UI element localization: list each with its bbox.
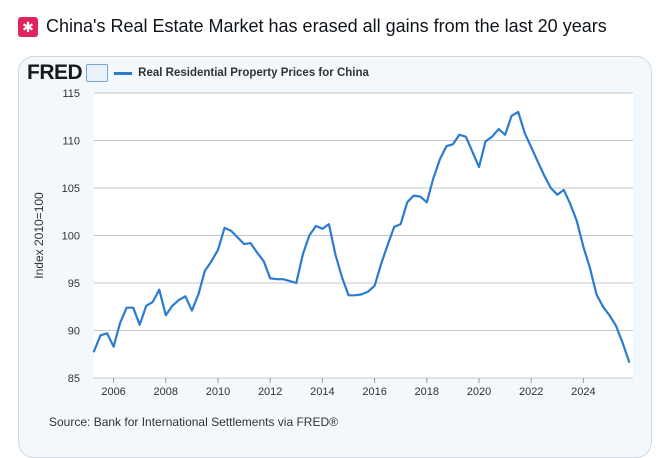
x-tick-label: 2014: [310, 386, 334, 398]
x-tick-label: 2024: [571, 386, 595, 398]
y-axis-label: Index 2010=100: [32, 192, 46, 279]
x-tick-label: 2006: [101, 386, 125, 398]
legend-label: Real Residential Property Prices for Chi…: [138, 67, 369, 79]
x-tick-label: 2022: [519, 386, 543, 398]
siren-icon: ✱: [18, 16, 38, 37]
y-tick-label: 90: [68, 326, 80, 338]
fred-chart-card[interactable]: FRED Real Residential Property Prices fo…: [18, 56, 652, 458]
line-chart: 85 90 95 100 105 110 115 2006 2008 2010 2012 2014 20…: [32, 88, 633, 398]
legend-line-swatch: [114, 71, 133, 75]
source-text: Source: Bank for International Settlemen…: [49, 415, 338, 429]
x-tick-label: 2010: [206, 386, 230, 398]
x-tick-label: 2018: [415, 386, 439, 398]
headline-text: China's Real Estate Market has erased al…: [46, 16, 607, 36]
graph-icon: [86, 64, 109, 82]
fred-logo: FRED: [27, 61, 83, 84]
fred-header: FRED Real Residential Property Prices fo…: [27, 61, 369, 85]
series-line: [92, 110, 631, 363]
y-tick-label: 115: [62, 88, 80, 100]
tweet-headline: ✱ China's Real Estate Market has erased …: [18, 16, 607, 37]
x-tick-label: 2016: [362, 386, 386, 398]
x-tick-label: 2008: [154, 386, 178, 398]
x-tick-label: 2012: [258, 386, 282, 398]
y-tick-label: 100: [62, 231, 80, 243]
y-tick-label: 110: [62, 136, 80, 148]
y-tick-label: 105: [62, 183, 80, 195]
y-tick-label: 95: [68, 278, 80, 290]
y-tick-label: 85: [68, 373, 80, 385]
x-tick-label: 2020: [467, 386, 491, 398]
